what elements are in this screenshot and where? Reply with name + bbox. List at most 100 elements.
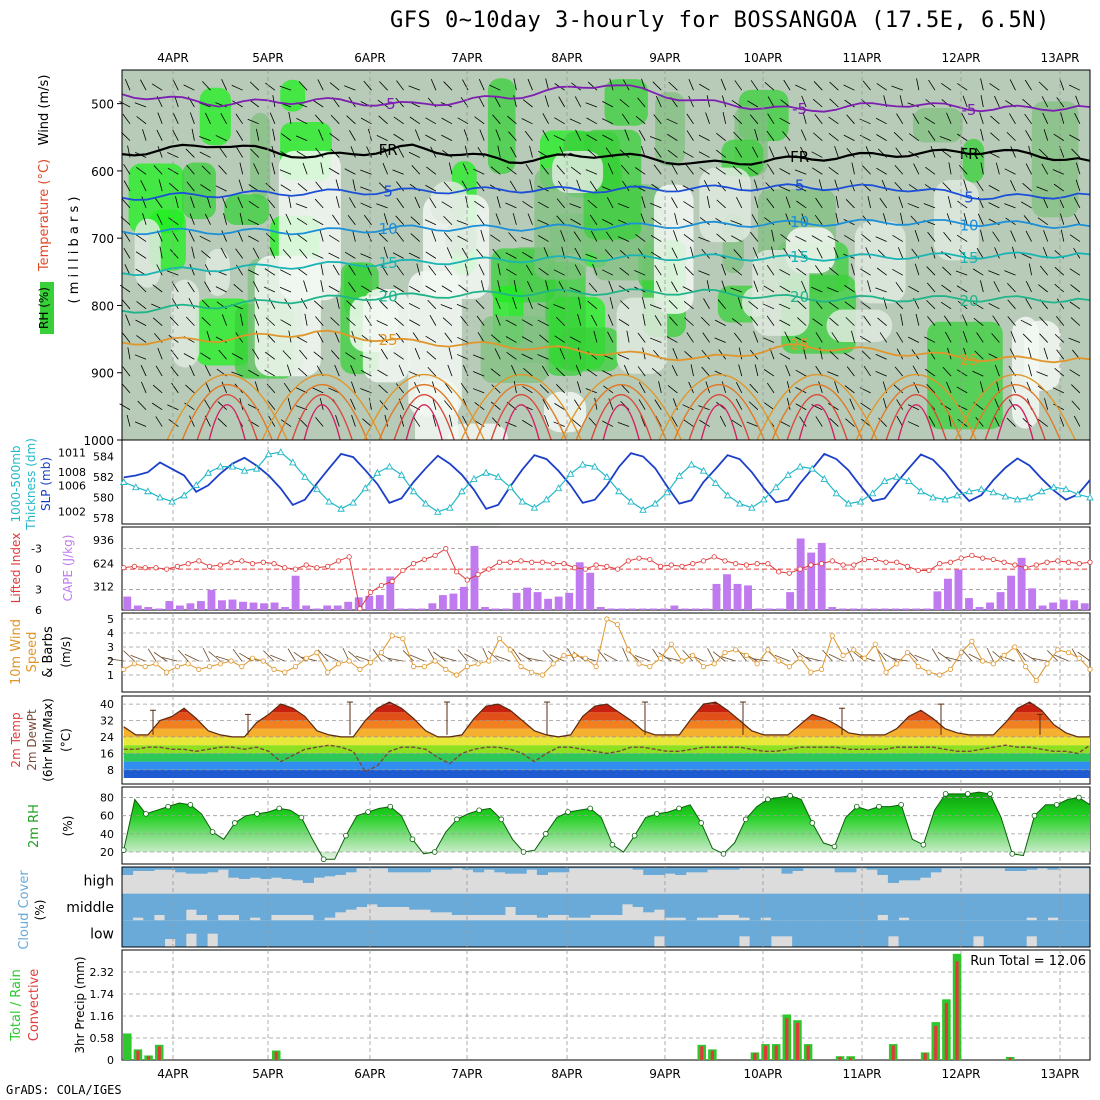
thickness-point (880, 477, 889, 484)
wind-barb (201, 317, 211, 326)
wind-speed-point (539, 672, 546, 678)
thickness-point (264, 450, 273, 458)
wind-barb (779, 420, 791, 427)
wind-barb (783, 79, 791, 91)
wind-barb (1056, 349, 1065, 360)
wind-barb (980, 229, 984, 242)
wind-barb (1004, 203, 1016, 209)
cape-bar (302, 605, 311, 610)
cloud-bar (409, 893, 421, 910)
wind-barb (851, 330, 855, 343)
wind-barb (1004, 168, 1016, 175)
cloud-bar (1036, 867, 1048, 869)
wind-barb (1052, 169, 1064, 175)
wind-barb (236, 147, 244, 158)
lifted-index-point (754, 561, 760, 567)
cloud-bar (983, 867, 995, 869)
slp-tick-label: 1002 (58, 505, 86, 518)
cloud-bar (302, 920, 314, 947)
rh-point (254, 811, 260, 817)
rh-point (320, 856, 327, 863)
cape-bar (512, 592, 521, 610)
wind-barb (123, 163, 131, 175)
wind-barb (376, 286, 388, 293)
wind-barb (861, 350, 871, 360)
wind-barb (465, 196, 469, 208)
wind-barb (1056, 97, 1065, 108)
cape-bar (186, 603, 195, 610)
wind-barb (638, 130, 646, 141)
wind-barb (490, 401, 501, 411)
lifted-index-point (453, 569, 460, 575)
wind-barb (927, 349, 936, 360)
surface-wind-barb (883, 652, 897, 662)
wind-barb (215, 135, 227, 141)
cloud-bar (334, 867, 346, 875)
wind-barb (416, 263, 421, 276)
wind-barb (928, 415, 936, 427)
wind-barb (698, 405, 710, 411)
cape-bar (281, 607, 290, 610)
wind-barb (957, 83, 968, 91)
wind-barb (587, 149, 598, 158)
wind-barb (168, 182, 179, 192)
lifted-index-point (797, 566, 803, 572)
warm-contour (885, 394, 947, 441)
wind-barb (705, 112, 710, 124)
wind-barb (248, 200, 260, 209)
cape-bar (965, 598, 973, 610)
wind-barb (335, 415, 340, 427)
surface-wind-barb (1047, 650, 1059, 662)
cape-bar (207, 589, 216, 610)
wind-barb (624, 129, 630, 141)
warm-contour (502, 404, 540, 441)
wind-barb (425, 117, 437, 125)
wind-barb (980, 280, 984, 293)
cloud-bar (941, 867, 953, 869)
cloud-bar (590, 893, 602, 915)
wind-speed-point (282, 669, 288, 675)
wind-barb (980, 128, 984, 141)
cloud-bar (345, 920, 357, 947)
wind-barb (168, 217, 179, 226)
wind-barb (544, 95, 549, 108)
lifted-index-point (185, 561, 191, 567)
rh-point (498, 816, 505, 823)
wind-barb (894, 165, 904, 175)
warm-contour (291, 394, 353, 441)
wind-barb (379, 81, 388, 91)
surface-wind-barb (622, 647, 629, 662)
cloud-bar (345, 893, 357, 910)
wind-barb (440, 304, 453, 310)
cloud-bar (270, 920, 283, 947)
wind-barb (156, 129, 163, 141)
wind-barb (570, 166, 582, 175)
wind-barb (378, 182, 388, 192)
wind-barb (815, 197, 823, 209)
wind-barb (785, 364, 791, 377)
wind-barb (574, 399, 582, 410)
wind-barb (381, 264, 388, 276)
lifted-index-point (368, 589, 374, 595)
wind-barb (553, 135, 565, 141)
wind-tick-label: 1 (107, 669, 114, 682)
wind-barb (119, 403, 131, 411)
wind-barb (649, 136, 662, 142)
wind-barb (778, 185, 791, 192)
wind-barb (700, 316, 710, 326)
lifted-index-point (507, 559, 513, 565)
temp-band (123, 728, 1090, 737)
wind-barb (898, 196, 904, 209)
wind-barb (811, 151, 823, 158)
thickness-point (748, 503, 756, 511)
wind-barb (239, 212, 244, 225)
wind-barb (394, 300, 404, 310)
bottom-date-label: 9APR (649, 1067, 680, 1081)
cloud-bar (983, 893, 995, 921)
wind-barb (279, 85, 292, 91)
rh-point (1076, 794, 1082, 801)
rh-point (631, 832, 638, 839)
wind-barb (525, 163, 533, 175)
cloud-row-label: middle (66, 900, 114, 916)
cape-bar (175, 605, 184, 610)
